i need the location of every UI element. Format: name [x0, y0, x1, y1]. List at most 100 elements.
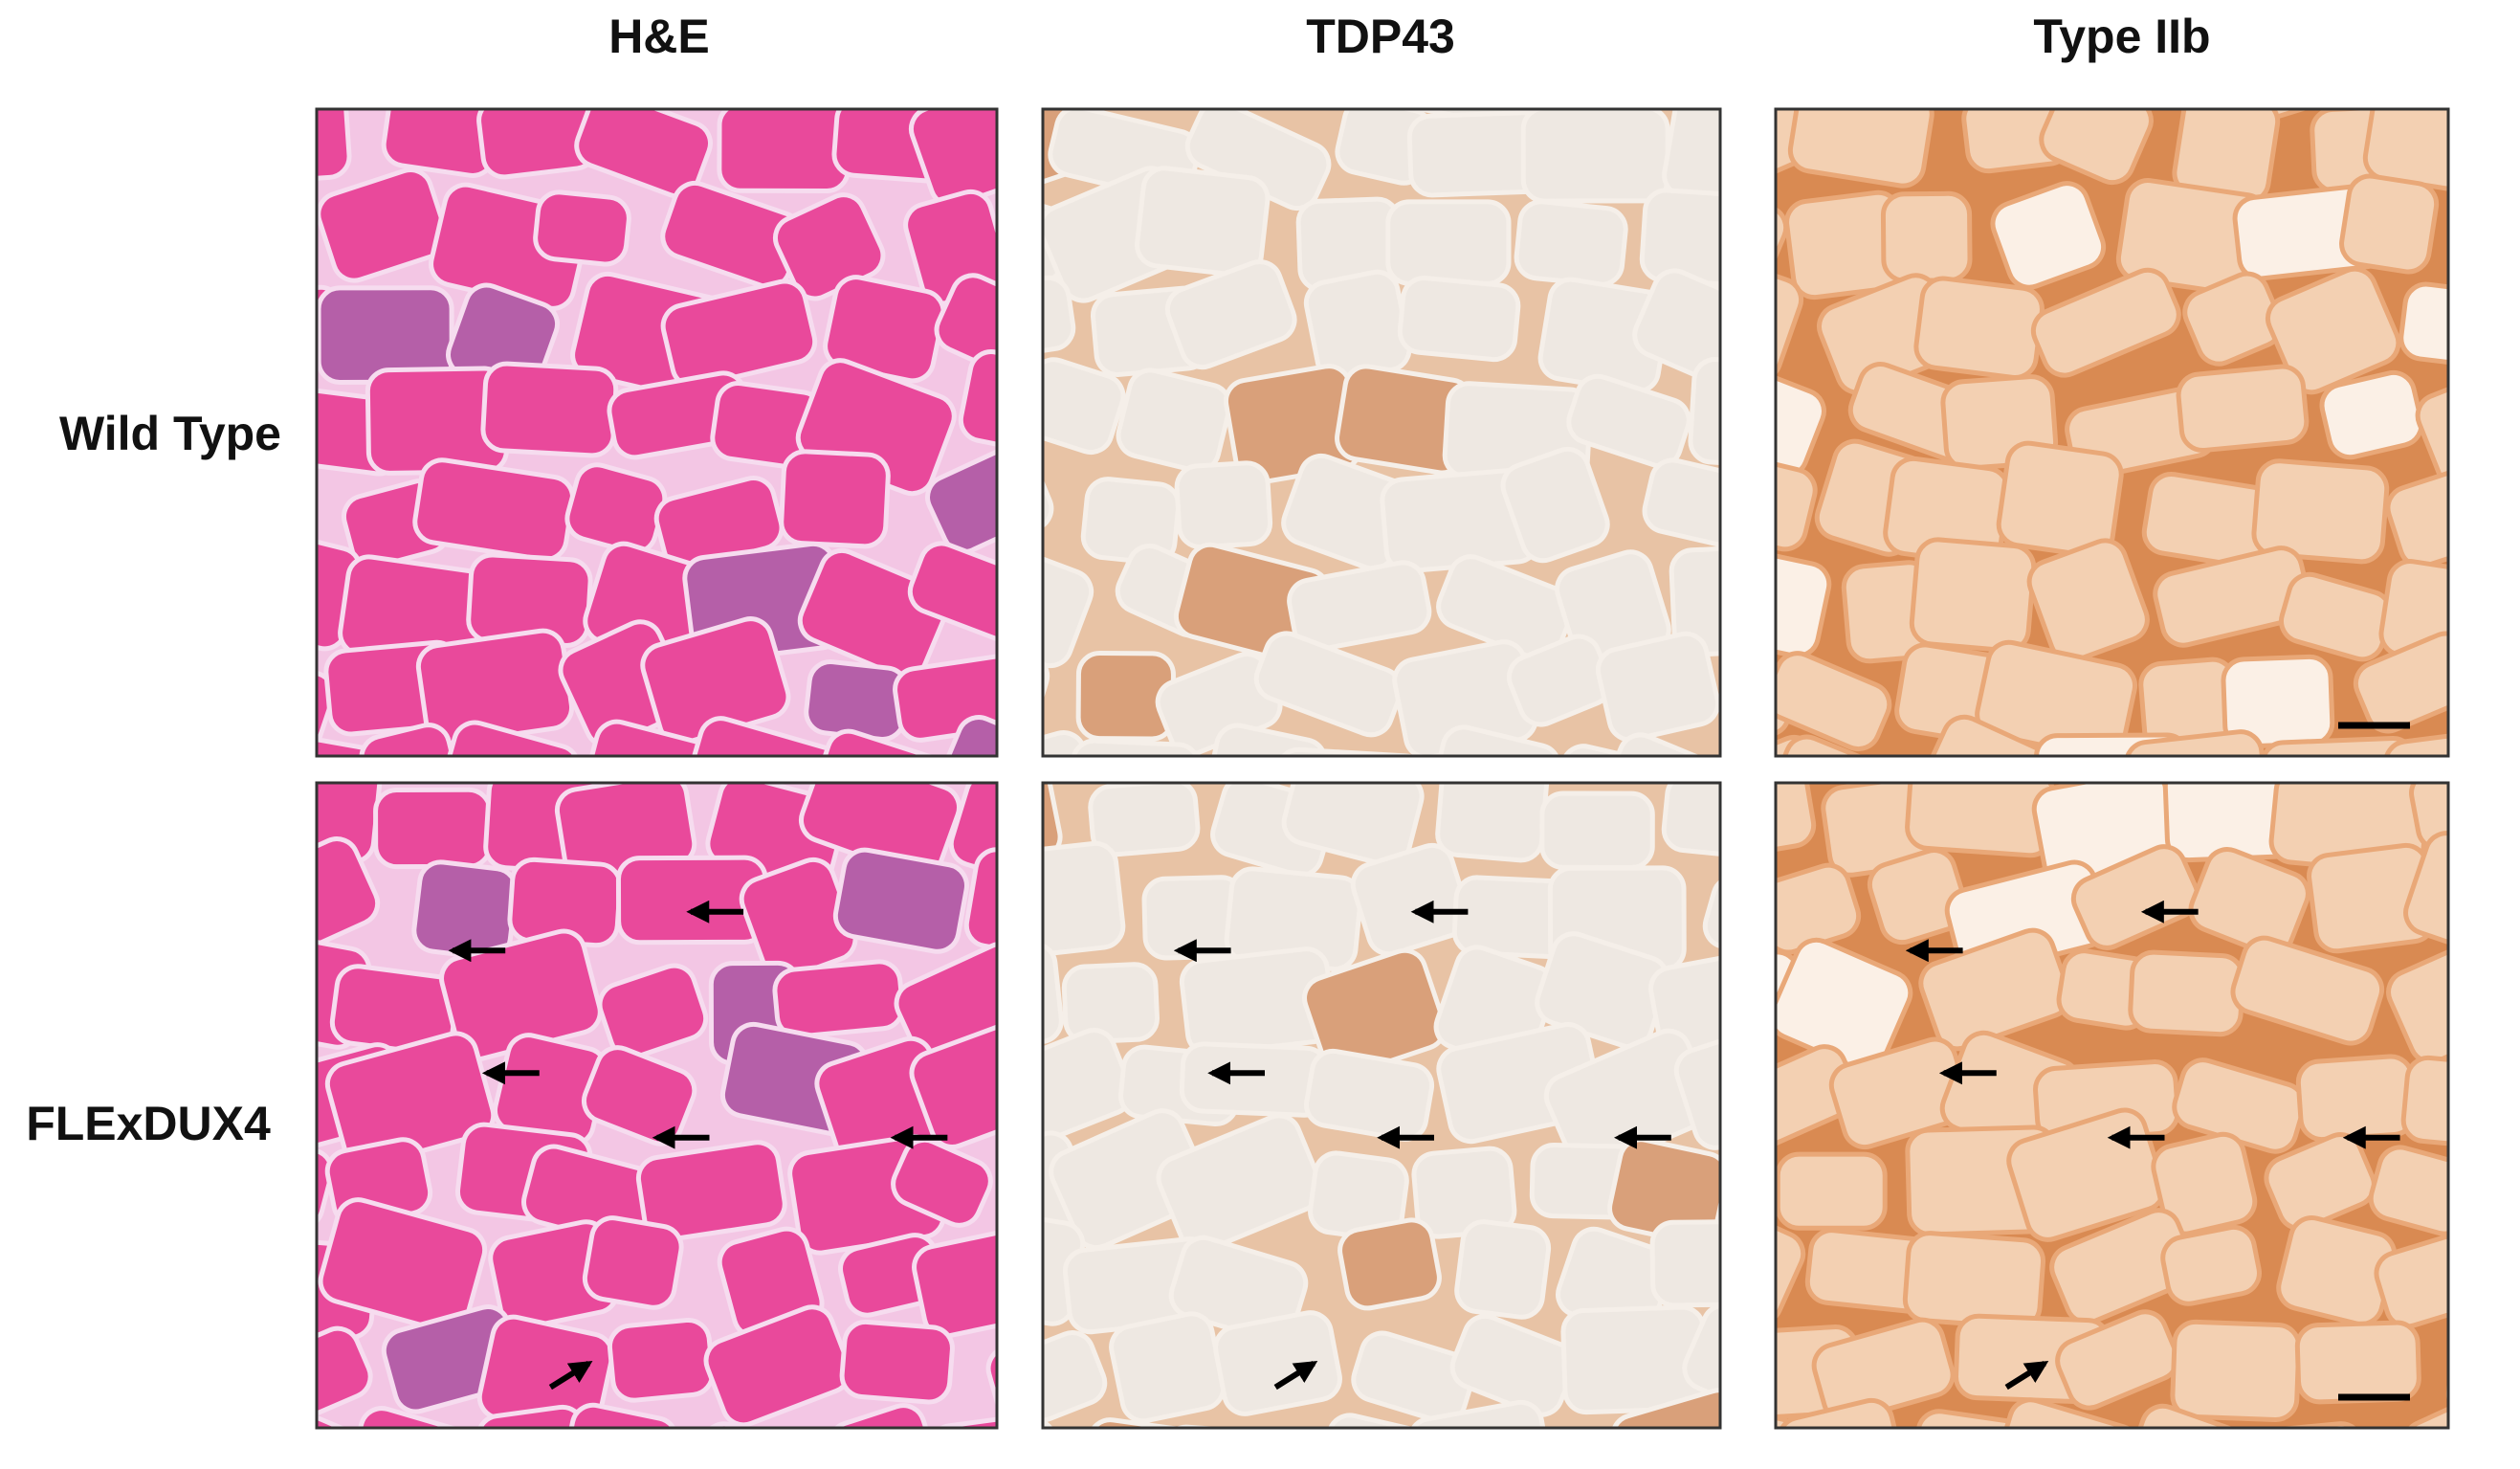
muscle-fiber	[928, 1414, 997, 1428]
muscle-fiber	[827, 1403, 940, 1428]
muscle-fiber	[1116, 367, 1232, 474]
muscle-fiber	[1990, 181, 2107, 290]
muscle-fiber	[2160, 1224, 2262, 1306]
muscle-fiber	[1080, 477, 1182, 566]
muscle-fiber	[1435, 783, 1550, 863]
muscle-fiber	[1520, 109, 1670, 204]
muscle-fiber	[1351, 1330, 1476, 1425]
muscle-fiber	[772, 959, 905, 1039]
muscle-fiber	[2070, 844, 2200, 950]
muscle-fiber	[1688, 357, 1720, 471]
muscle-fiber	[317, 1325, 373, 1420]
muscle-fiber	[317, 730, 384, 756]
muscle-fiber	[2128, 949, 2245, 1037]
muscle-fiber	[908, 109, 997, 208]
muscle-fiber	[581, 1045, 697, 1146]
muscle-fiber	[1595, 631, 1720, 743]
muscle-fiber	[2251, 458, 2390, 565]
muscle-fiber	[1043, 275, 1076, 360]
muscle-fiber	[2188, 847, 2310, 957]
muscle-fiber	[779, 449, 891, 549]
arrow	[2004, 1361, 2049, 1391]
muscle-fiber	[533, 189, 631, 267]
muscle-fiber	[373, 787, 493, 870]
tissue-panel	[317, 783, 997, 1428]
muscle-fiber	[804, 659, 910, 742]
muscle-fiber	[359, 723, 464, 756]
muscle-fiber	[1787, 109, 1934, 189]
muscle-fiber	[2403, 831, 2448, 964]
muscle-fiber	[344, 1406, 492, 1428]
muscle-fiber	[2409, 783, 2448, 852]
muscle-fiber	[1043, 109, 1067, 117]
muscle-fiber	[1213, 1310, 1342, 1416]
tissue-panel	[183, 0, 1044, 756]
muscle-fiber	[597, 963, 709, 1060]
muscle-fiber	[2230, 935, 2385, 1046]
muscle-fiber	[1922, 714, 2073, 756]
muscle-fiber	[635, 1140, 787, 1243]
tissue-panel	[1776, 783, 2448, 1428]
muscle-fiber	[839, 1319, 955, 1405]
muscle-fiber	[183, 181, 299, 285]
muscle-fiber	[1639, 188, 1720, 287]
muscle-fiber	[1649, 1218, 1720, 1308]
muscle-fiber	[1161, 1424, 1306, 1428]
muscle-fiber	[912, 1225, 997, 1339]
muscle-fiber	[1337, 1217, 1442, 1311]
muscle-fiber	[1673, 1033, 1720, 1150]
muscle-fiber	[1043, 941, 1064, 1051]
muscle-fiber	[1776, 539, 1832, 658]
muscle-fiber	[1281, 783, 1425, 868]
tissue-panel	[1043, 783, 1720, 1428]
muscle-fiber	[2030, 267, 2181, 378]
muscle-fiber	[438, 720, 581, 756]
muscle-fiber	[317, 1407, 365, 1428]
muscle-fiber	[1156, 1113, 1324, 1254]
muscle-fiber	[317, 109, 352, 186]
muscle-fiber	[2415, 359, 2448, 493]
muscle-fiber	[1566, 373, 1691, 469]
muscle-fiber	[1539, 790, 1655, 871]
muscle-fiber	[1069, 738, 1202, 756]
muscle-fiber	[907, 541, 997, 650]
muscle-fiber	[1776, 369, 1826, 479]
muscle-fiber	[1061, 962, 1160, 1045]
muscle-fiber	[2400, 1055, 2448, 1154]
muscle-fiber	[2385, 466, 2448, 569]
muscle-fiber	[1648, 948, 1720, 1057]
muscle-fiber	[480, 361, 619, 458]
muscle-fiber	[1271, 746, 1428, 756]
muscle-fiber	[1178, 0, 1286, 92]
panels	[183, 0, 2450, 1430]
muscle-fiber	[2120, 1403, 2244, 1428]
muscle-fiber	[717, 109, 851, 194]
muscle-fiber	[1304, 1048, 1435, 1142]
muscle-fiber	[1109, 1311, 1227, 1424]
muscle-fiber	[660, 278, 818, 390]
muscle-fiber	[317, 1128, 335, 1230]
muscle-fiber	[2383, 733, 2448, 756]
muscle-fiber	[891, 1137, 993, 1228]
muscle-fiber	[317, 167, 449, 283]
muscle-fiber	[1777, 1397, 1903, 1428]
muscle-fiber	[199, 451, 310, 549]
muscle-fiber	[880, 0, 1044, 104]
panel-border	[1774, 781, 2450, 1430]
row-label: Wild Type	[59, 407, 281, 460]
muscle-fiber	[1287, 560, 1432, 653]
muscle-fiber	[2260, 735, 2419, 756]
muscle-fiber	[1164, 259, 1297, 370]
column-header: H&E	[608, 10, 710, 63]
muscle-fiber	[1909, 1409, 2047, 1428]
panel-border	[1041, 107, 1722, 758]
muscle-fiber	[1043, 552, 1094, 669]
muscle-fiber	[1776, 651, 1892, 752]
panel-border	[315, 781, 999, 1430]
muscle-fiber	[2176, 364, 2310, 454]
muscle-fiber	[1900, 8, 2018, 85]
column-header: TDP43	[1306, 10, 1455, 63]
muscle-fiber	[583, 719, 728, 756]
muscle-fiber	[1909, 537, 2037, 654]
